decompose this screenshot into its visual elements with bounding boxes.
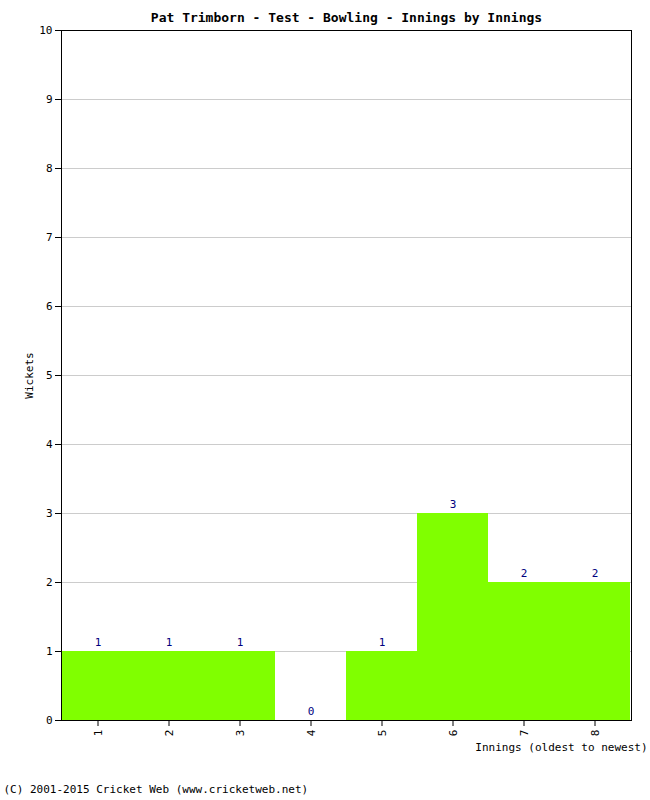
svg-text:2: 2: [46, 576, 53, 589]
svg-text:4: 4: [46, 438, 53, 451]
svg-text:0: 0: [46, 714, 53, 727]
svg-text:4: 4: [305, 729, 318, 736]
svg-text:1: 1: [46, 645, 53, 658]
svg-text:7: 7: [518, 730, 531, 737]
svg-text:7: 7: [46, 231, 53, 244]
svg-text:1: 1: [95, 636, 102, 649]
svg-text:8: 8: [589, 730, 602, 737]
svg-text:2: 2: [521, 567, 528, 580]
svg-text:6: 6: [447, 730, 460, 737]
svg-text:Pat Trimborn - Test - Bowling: Pat Trimborn - Test - Bowling - Innings …: [151, 10, 542, 25]
svg-text:2: 2: [163, 730, 176, 737]
svg-text:5: 5: [376, 730, 389, 737]
svg-text:Innings (oldest to newest): Innings (oldest to newest): [475, 741, 647, 754]
svg-text:2: 2: [592, 567, 599, 580]
svg-text:3: 3: [46, 507, 53, 520]
svg-text:1: 1: [166, 636, 173, 649]
svg-text:10: 10: [39, 24, 52, 37]
svg-text:(C) 2001-2015 Cricket Web (www: (C) 2001-2015 Cricket Web (www.cricketwe…: [4, 783, 309, 796]
svg-text:0: 0: [308, 705, 315, 718]
svg-text:1: 1: [237, 636, 244, 649]
svg-text:3: 3: [450, 498, 457, 511]
svg-text:1: 1: [92, 730, 105, 737]
svg-text:8: 8: [46, 162, 53, 175]
svg-text:1: 1: [379, 636, 386, 649]
svg-text:6: 6: [46, 300, 53, 313]
svg-text:3: 3: [234, 730, 247, 737]
svg-text:5: 5: [46, 369, 53, 382]
svg-text:Wickets: Wickets: [23, 352, 36, 398]
svg-text:9: 9: [46, 93, 53, 106]
